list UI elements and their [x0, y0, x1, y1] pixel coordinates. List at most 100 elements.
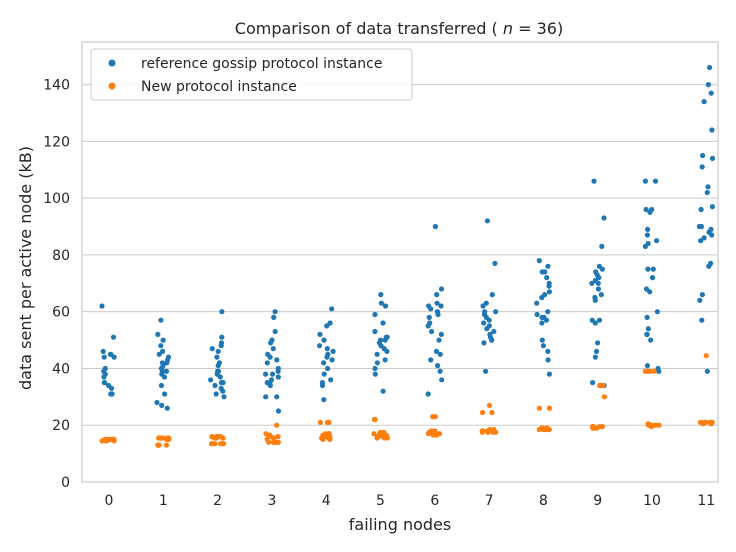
- data-point: [644, 314, 650, 320]
- data-point: [536, 405, 543, 411]
- data-point: [539, 314, 545, 320]
- data-point: [275, 434, 281, 440]
- data-point: [99, 303, 105, 309]
- legend: reference gossip protocol instance New pr…: [90, 48, 413, 101]
- data-point: [324, 419, 330, 425]
- data-point: [99, 438, 105, 444]
- x-tick-label: 4: [322, 493, 331, 509]
- data-point: [219, 334, 225, 340]
- data-point: [642, 243, 649, 249]
- data-point: [101, 354, 107, 360]
- data-point: [275, 408, 282, 414]
- data-point: [544, 275, 550, 281]
- data-point: [372, 416, 378, 423]
- data-point: [645, 326, 652, 332]
- data-point: [372, 365, 378, 372]
- data-point: [644, 232, 651, 238]
- y-tick-label: 60: [52, 305, 70, 321]
- data-point: [372, 371, 378, 377]
- data-point: [485, 429, 491, 435]
- data-point: [270, 346, 276, 352]
- data-point: [263, 371, 269, 377]
- data-point: [103, 438, 109, 444]
- data-point: [111, 354, 117, 360]
- data-point: [160, 348, 166, 354]
- data-point: [327, 320, 333, 326]
- data-point: [324, 346, 330, 352]
- data-point: [697, 297, 703, 303]
- data-point: [378, 292, 384, 298]
- data-point: [483, 368, 489, 374]
- data-point: [108, 391, 114, 397]
- data-point: [642, 178, 649, 184]
- x-tick-label: 3: [267, 493, 276, 509]
- data-point: [438, 286, 445, 292]
- data-point: [436, 337, 442, 343]
- plot-area: 0 20 40 60 80 100 120 140 0 1 2 3 4 5 6 7 8 9 10 11: [43, 41, 719, 509]
- data-point: [437, 351, 443, 357]
- data-point: [545, 309, 551, 315]
- data-point: [212, 382, 218, 389]
- x-tick-label: 6: [430, 493, 439, 509]
- data-point: [329, 306, 335, 312]
- data-point: [218, 343, 224, 349]
- data-point: [701, 235, 707, 241]
- data-point: [486, 402, 493, 408]
- data-point: [644, 331, 650, 337]
- data-point: [546, 426, 552, 433]
- data-point: [434, 300, 440, 306]
- data-point: [432, 223, 438, 230]
- data-point: [220, 380, 226, 386]
- data-point: [274, 422, 280, 428]
- data-point: [651, 368, 657, 374]
- data-point: [425, 391, 431, 397]
- data-point: [708, 90, 714, 96]
- data-point: [493, 309, 499, 315]
- data-point: [164, 405, 170, 411]
- data-point: [372, 328, 378, 335]
- data-point: [163, 368, 170, 374]
- data-point: [425, 431, 431, 437]
- data-point: [316, 343, 323, 349]
- data-point: [592, 320, 598, 326]
- data-point: [330, 348, 336, 354]
- data-point: [327, 436, 333, 442]
- data-point: [264, 360, 270, 366]
- data-point: [274, 357, 280, 363]
- data-point: [709, 204, 716, 210]
- data-point: [596, 275, 602, 281]
- data-point: [156, 351, 162, 357]
- data-point: [481, 320, 487, 326]
- data-point: [374, 435, 380, 441]
- data-point: [426, 314, 432, 320]
- data-point: [489, 409, 495, 416]
- x-axis-label: failing nodes: [349, 515, 451, 534]
- data-point: [542, 426, 548, 433]
- data-point: [484, 326, 490, 332]
- data-point: [328, 377, 334, 383]
- data-point: [209, 346, 215, 352]
- data-point: [272, 439, 278, 445]
- data-point: [709, 155, 716, 161]
- data-point: [481, 340, 487, 346]
- data-point: [704, 189, 710, 196]
- data-point: [649, 275, 656, 281]
- data-point: [709, 232, 715, 238]
- x-tick-label: 9: [593, 493, 602, 509]
- data-point: [110, 334, 117, 340]
- y-tick-label: 20: [52, 418, 70, 434]
- data-point: [275, 368, 281, 374]
- data-point: [539, 269, 545, 275]
- legend-marker: [108, 82, 116, 90]
- data-point: [492, 260, 498, 266]
- data-point: [221, 441, 227, 447]
- y-tick-label: 40: [52, 361, 70, 377]
- data-point: [321, 337, 327, 343]
- data-point: [161, 374, 168, 380]
- data-point: [220, 435, 226, 441]
- data-point: [319, 382, 326, 389]
- data-point: [159, 402, 165, 408]
- data-point: [324, 354, 330, 360]
- data-point: [208, 377, 214, 383]
